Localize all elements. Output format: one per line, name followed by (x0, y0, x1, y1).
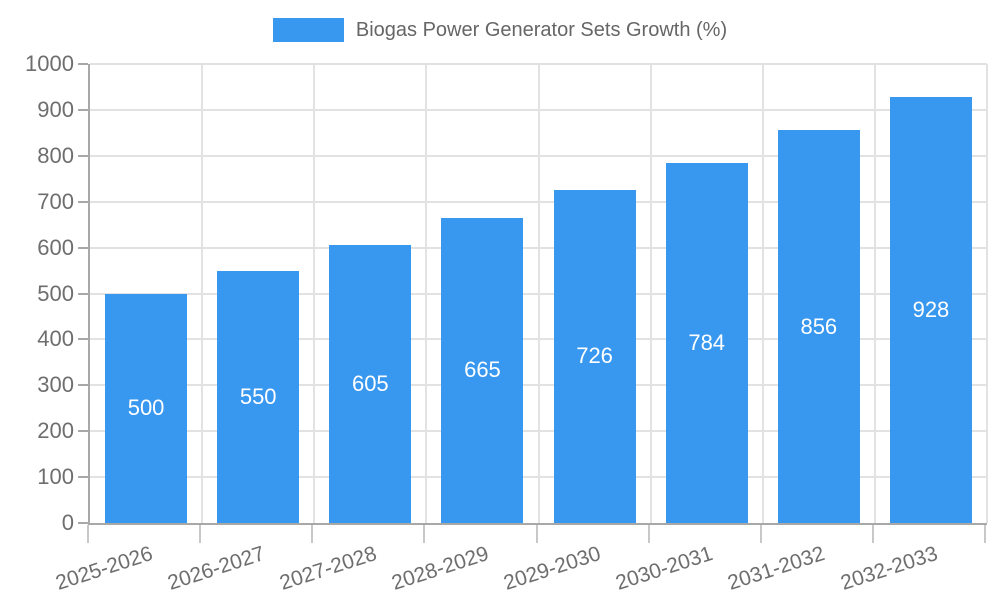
x-tick-label: 2029-2030 (501, 542, 604, 595)
gridline-v (537, 64, 540, 523)
x-tick-mark (759, 525, 762, 543)
bar-value-label: 665 (464, 357, 501, 383)
y-tick-mark (78, 63, 88, 65)
legend-label: Biogas Power Generator Sets Growth (%) (355, 18, 728, 41)
bar[interactable]: 928 (889, 97, 972, 523)
legend[interactable]: Biogas Power Generator Sets Growth (%) (0, 18, 1000, 42)
y-tick-mark (78, 246, 88, 249)
gridline-v (425, 64, 428, 523)
y-tick-mark (78, 200, 88, 203)
x-tick-label: 2025-2026 (52, 542, 156, 595)
bar[interactable]: 856 (777, 130, 860, 523)
y-tick-label: 700 (37, 188, 74, 214)
bar-value-label: 605 (351, 371, 389, 397)
gridline-v (313, 64, 316, 523)
plot-area: 500 550 605 665 726 784 856 928 (88, 63, 988, 525)
x-tick-label: 2028-2029 (388, 542, 492, 595)
x-tick-label: 2027-2028 (276, 542, 380, 595)
y-tick-label: 500 (37, 280, 74, 306)
x-tick-label: 2032-2033 (837, 542, 941, 595)
gridline-v (986, 64, 988, 523)
y-tick-label: 300 (37, 372, 74, 398)
gridline-v (761, 64, 764, 523)
y-tick-label: 400 (37, 326, 74, 352)
gridline-v (873, 64, 876, 523)
bar[interactable]: 500 (105, 293, 188, 523)
y-tick-label: 900 (37, 96, 74, 122)
bar-value-label: 856 (800, 313, 838, 339)
y-tick-mark (78, 476, 88, 479)
y-tick-mark (78, 430, 88, 433)
y-tick-label: 0 (61, 510, 74, 535)
y-tick-mark (78, 108, 88, 111)
legend-swatch-icon (272, 18, 344, 42)
y-tick-mark (78, 154, 88, 157)
bar[interactable]: 665 (441, 217, 524, 523)
y-tick-mark (78, 522, 88, 524)
y-tick-label: 1000 (25, 51, 74, 76)
x-tick-mark (423, 525, 426, 543)
x-tick-mark (199, 525, 202, 543)
bar-value-label: 928 (912, 297, 950, 323)
gridline-v (201, 64, 204, 523)
x-tick-label: 2026-2027 (164, 542, 268, 595)
x-tick-mark (871, 525, 874, 543)
bar[interactable]: 550 (217, 270, 300, 523)
y-tick-label: 600 (37, 234, 74, 260)
bar-value-label: 550 (239, 383, 277, 409)
y-tick-label: 800 (37, 142, 74, 168)
x-tick-label: 2030-2031 (613, 542, 716, 595)
x-tick-mark (984, 525, 986, 543)
x-tick-mark (535, 525, 538, 543)
x-tick-label: 2031-2032 (725, 542, 828, 595)
bar-value-label: 500 (127, 395, 165, 421)
x-tick-mark (311, 525, 314, 543)
y-tick-mark (78, 338, 88, 341)
bar-value-label: 726 (576, 343, 613, 369)
y-tick-mark (78, 292, 88, 295)
bar[interactable]: 605 (329, 245, 412, 523)
y-tick-label: 100 (37, 464, 74, 490)
bar-value-label: 784 (688, 330, 726, 356)
bar[interactable]: 726 (553, 189, 636, 523)
y-tick-mark (78, 384, 88, 387)
x-tick-mark (647, 525, 650, 543)
bar[interactable]: 784 (665, 163, 748, 523)
gridline-v (649, 64, 652, 523)
x-tick-mark (87, 525, 89, 543)
y-tick-label: 200 (37, 418, 74, 444)
